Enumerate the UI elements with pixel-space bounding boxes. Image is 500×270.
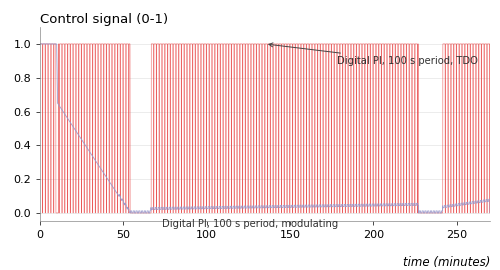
Text: Digital PI, 100 s period, TDO: Digital PI, 100 s period, TDO xyxy=(269,43,478,66)
Text: Digital PI, 100 s period, modulating: Digital PI, 100 s period, modulating xyxy=(162,219,338,229)
Text: time (minutes): time (minutes) xyxy=(402,256,490,269)
Text: Control signal (0-1): Control signal (0-1) xyxy=(40,13,168,26)
